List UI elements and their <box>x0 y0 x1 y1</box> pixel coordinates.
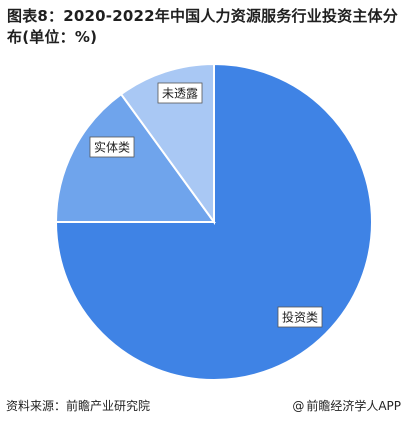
footer: 资料来源：前瞻产业研究院 @ 前瞻经济学人APP <box>6 397 401 415</box>
at-icon: @ <box>292 399 305 413</box>
svg-text:未透露: 未透露 <box>162 87 198 101</box>
slice-label-2: 实体类 <box>89 136 135 158</box>
slice-label-3: 未透露 <box>157 82 203 104</box>
chart-title: 图表8：2020-2022年中国人力资源服务行业投资主体分布(单位：%) <box>7 7 398 46</box>
pie-slice-2 <box>54 92 216 223</box>
brand-text-wrapper: @ 前瞻经济学人APP <box>292 397 401 415</box>
svg-text:实体类: 实体类 <box>94 140 130 155</box>
slice-label-1: 投资类 <box>277 306 323 328</box>
svg-text:投资类: 投资类 <box>282 310 318 325</box>
brand-text: 前瞻经济学人APP <box>306 399 401 413</box>
source-text: 资料来源：前瞻产业研究院 <box>6 399 151 413</box>
pie-slice-3 <box>119 62 215 226</box>
